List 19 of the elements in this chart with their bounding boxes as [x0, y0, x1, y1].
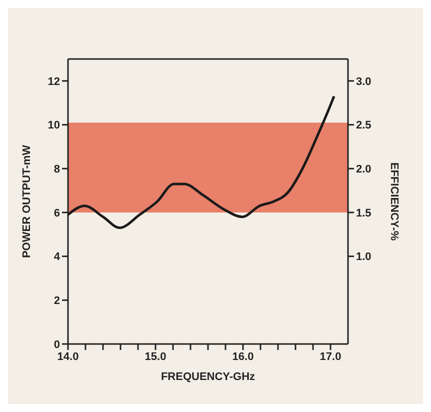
y2-tick-label: 1.0: [356, 251, 372, 264]
x-axis-title: FREQUENCY-GHz: [160, 371, 256, 383]
y-tick-label: 10: [48, 120, 60, 132]
x-tick-label: 15.0: [144, 350, 166, 363]
y2-tick-label: 2.0: [356, 164, 372, 176]
x-tick-label: 16.0: [232, 350, 254, 363]
y2-tick-label: 3.0: [356, 76, 372, 88]
y-tick-label: 4: [54, 251, 61, 264]
y-axis-title: POWER OUTPUT-mW: [20, 144, 33, 258]
y2-tick-label: 1.5: [356, 207, 372, 220]
y-tick-label: 0: [54, 338, 60, 351]
x-tick-label: 14.0: [57, 350, 79, 363]
y-tick-label: 6: [54, 207, 60, 220]
y-tick-label: 8: [54, 164, 60, 176]
y-tick-label: 2: [54, 295, 60, 308]
y-tick-label: 12: [48, 76, 60, 88]
x-tick-label: 17.0: [320, 350, 342, 363]
y2-tick-label: 2.5: [356, 120, 372, 132]
y2-axis-title: EFFICIENCY-%: [388, 162, 400, 241]
